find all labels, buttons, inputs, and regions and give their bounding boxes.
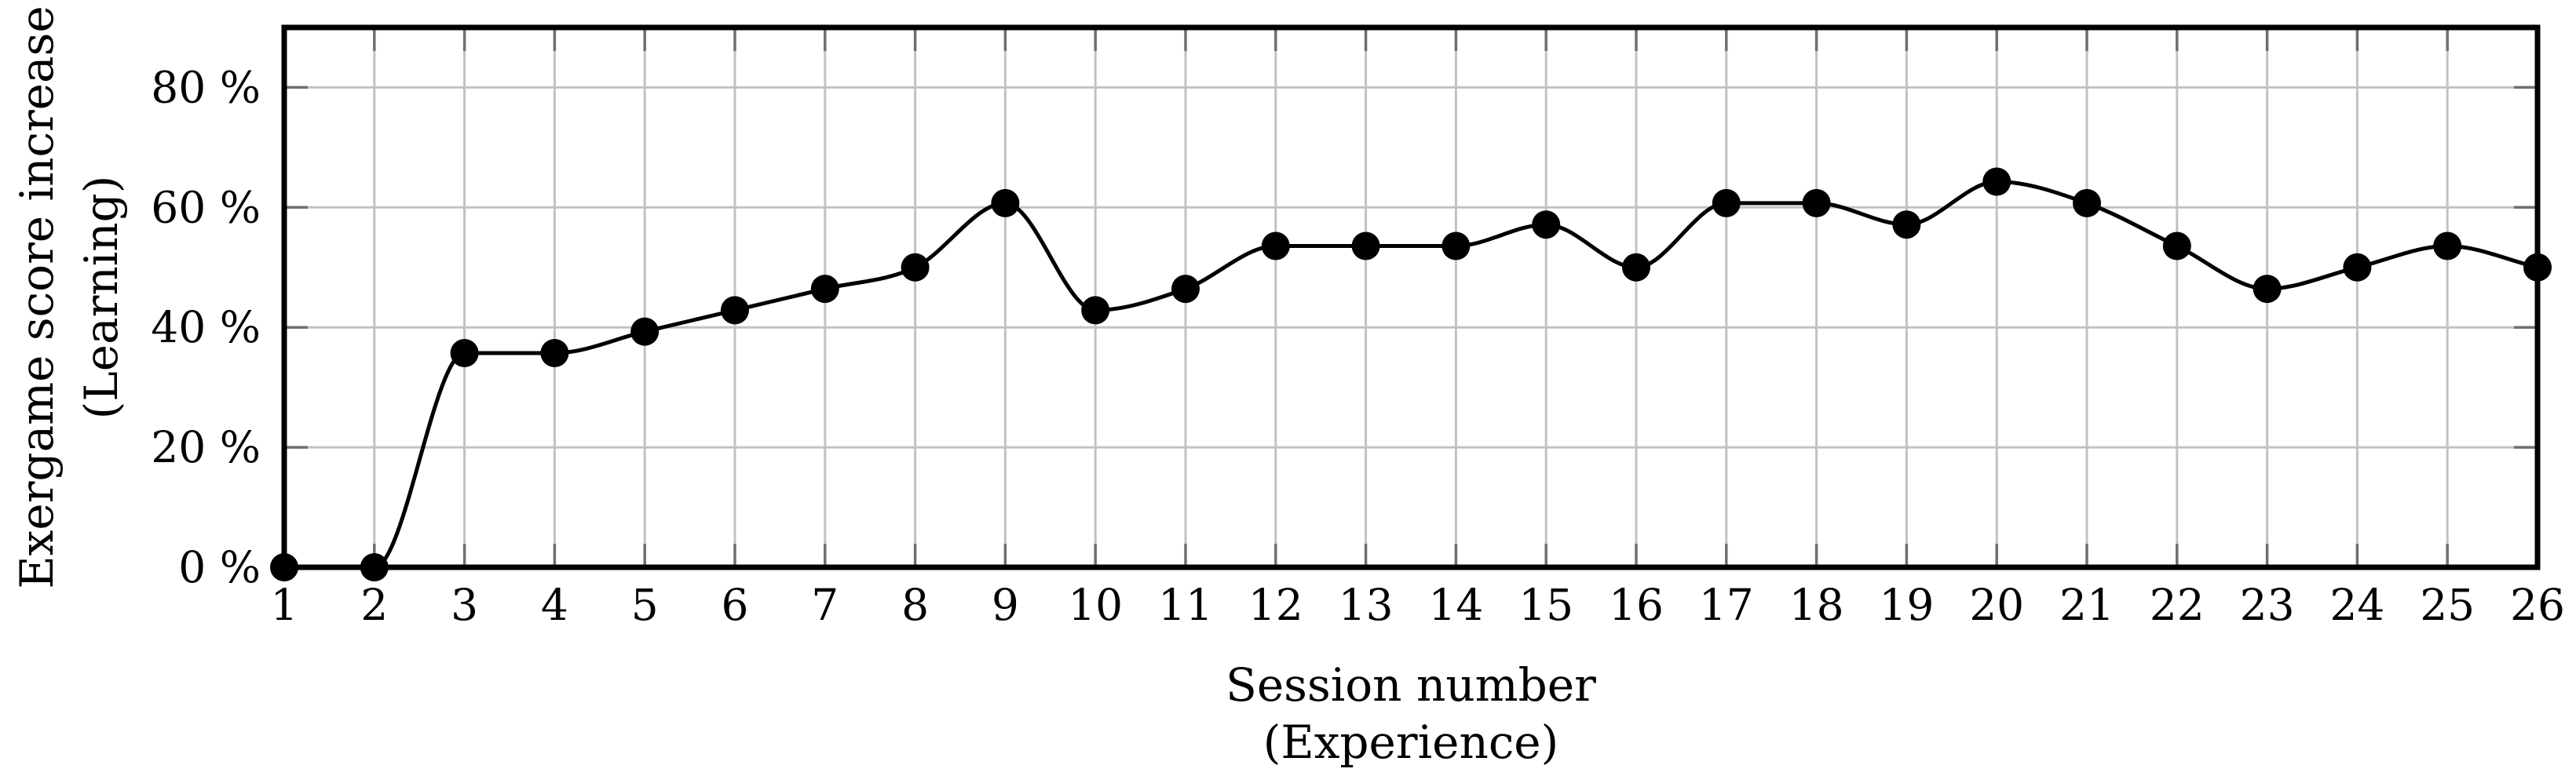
x-tick-label: 7 [811, 580, 839, 630]
data-point-marker [2343, 253, 2372, 282]
data-point-marker [1892, 210, 1921, 239]
plot-border [281, 24, 2541, 570]
y-tick-labels: 0 % 20 % 40 % 60 % 80 % [151, 62, 261, 592]
data-point-marker [450, 339, 479, 367]
x-tick-label: 13 [1339, 580, 1394, 630]
data-point-marker [2253, 275, 2282, 304]
x-tick-label: 14 [1428, 580, 1483, 630]
data-point-marker [540, 339, 569, 367]
x-tick-label: 22 [2150, 580, 2205, 630]
data-point-marker [810, 275, 839, 304]
y-tick-label: 60 % [151, 182, 261, 232]
x-tick-label: 6 [722, 580, 749, 630]
y-tick-label: 80 % [151, 62, 261, 112]
x-tick-label: 1 [271, 580, 298, 630]
data-point-marker [1532, 210, 1561, 239]
line-series [282, 180, 2540, 570]
gridlines [284, 27, 2538, 567]
x-tick-label: 24 [2329, 580, 2384, 630]
x-tick-label: 4 [541, 580, 568, 630]
data-point-marker [2073, 188, 2101, 217]
x-tick-label: 5 [631, 580, 659, 630]
x-tick-label: 26 [2510, 580, 2565, 630]
data-point-marker [1081, 296, 1110, 325]
x-tick-label: 23 [2240, 580, 2295, 630]
x-axis-label: Session number [1226, 658, 1596, 712]
axis-ticks [284, 27, 2538, 567]
data-point-markers [270, 167, 2552, 581]
data-point-marker [2162, 231, 2191, 260]
x-tick-label: 16 [1609, 580, 1664, 630]
y-axis-label: Exergame score increase [10, 5, 64, 588]
x-tick-label: 25 [2420, 580, 2475, 630]
x-tick-label: 2 [360, 580, 388, 630]
x-tick-label: 3 [451, 580, 478, 630]
x-tick-label: 10 [1068, 580, 1123, 630]
x-tick-label: 20 [1969, 580, 2024, 630]
data-point-marker [1802, 188, 1831, 217]
x-tick-label: 17 [1699, 580, 1754, 630]
data-point-marker [2523, 253, 2552, 282]
data-point-marker [1261, 231, 1290, 260]
x-tick-labels: 1 2 3 4 5 6 7 8 9 10 11 12 13 14 15 16 17 18 19 20 21 22 23 24 2… [271, 580, 2566, 630]
data-point-marker [630, 317, 660, 346]
data-point-marker [1982, 167, 2011, 196]
y-tick-label: 20 % [151, 422, 261, 472]
x-tick-label: 11 [1158, 580, 1213, 630]
x-tick-label: 9 [992, 580, 1019, 630]
data-point-marker [1351, 231, 1380, 260]
x-axis-label-sub: (Experience) [1263, 716, 1559, 769]
x-tick-label: 12 [1248, 580, 1303, 630]
data-point-marker [1712, 188, 1741, 217]
data-point-marker [1622, 253, 1650, 282]
x-tick-label: 19 [1879, 580, 1934, 630]
x-tick-label: 8 [901, 580, 929, 630]
data-point-marker [721, 296, 749, 325]
data-point-marker [360, 553, 389, 581]
data-point-marker [2433, 231, 2462, 260]
y-axis-label-sub: (Learning) [75, 176, 128, 420]
x-tick-label: 21 [2059, 580, 2114, 630]
data-point-marker [901, 253, 930, 282]
x-tick-label: 15 [1518, 580, 1573, 630]
data-point-marker [270, 553, 298, 581]
x-tick-label: 18 [1789, 580, 1844, 630]
y-tick-label: 0 % [178, 542, 261, 592]
y-tick-label: 40 % [151, 302, 261, 352]
data-point-marker [1171, 275, 1200, 304]
data-point-marker [991, 188, 1020, 217]
data-point-marker [1441, 231, 1471, 260]
